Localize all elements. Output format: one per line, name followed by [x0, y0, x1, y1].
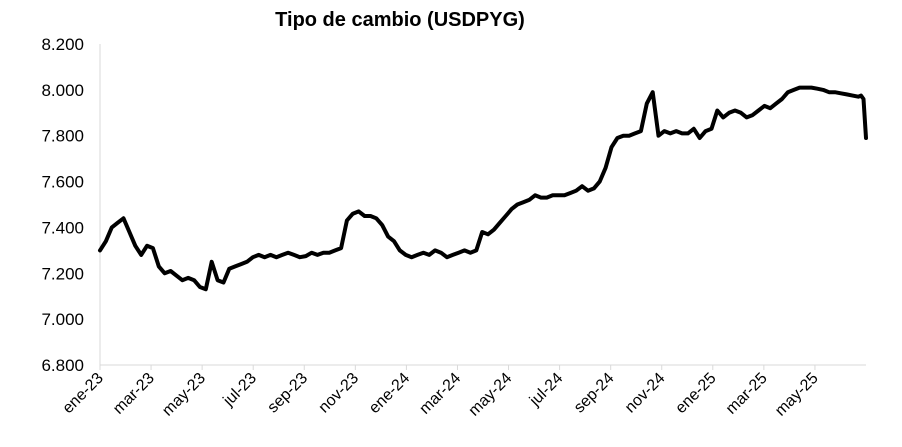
y-tick-label: 8.000 — [41, 81, 84, 100]
x-tick-label: jul-24 — [526, 370, 566, 410]
x-tick-label: nov-23 — [316, 370, 363, 417]
x-tick-label: nov-24 — [622, 370, 669, 417]
x-axis-ticks: ene-23 mar-23 may-23 jul-23 sep-23 nov-23 ene-… — [60, 365, 822, 420]
x-tick-label: ene-24 — [366, 370, 413, 417]
chart-title: Tipo de cambio (USDPYG) — [275, 9, 525, 31]
x-tick-label: sep-24 — [571, 370, 618, 417]
y-axis-ticks: 6.800 7.000 7.200 7.400 7.600 7.800 8.000 8.200 — [41, 35, 84, 375]
x-tick-label: sep-23 — [264, 370, 311, 417]
y-tick-label: 7.800 — [41, 127, 84, 146]
x-tick-label: may-24 — [466, 370, 516, 420]
x-tick-label: ene-25 — [672, 370, 719, 417]
x-tick-label: ene-23 — [60, 370, 107, 417]
x-tick-label: may-23 — [159, 370, 209, 420]
series-line — [98, 85, 868, 292]
y-tick-label: 8.200 — [41, 35, 84, 54]
plot-area — [99, 44, 866, 366]
x-tick-label: mar-23 — [110, 370, 158, 418]
y-tick-label: 7.400 — [41, 218, 84, 237]
y-tick-label: 6.800 — [41, 356, 84, 375]
y-tick-label: 7.000 — [41, 310, 84, 329]
x-tick-label: jul-23 — [220, 370, 260, 410]
x-tick-label: mar-24 — [416, 370, 464, 418]
y-tick-label: 7.600 — [41, 173, 84, 192]
y-tick-label: 7.200 — [41, 264, 84, 283]
x-tick-label: mar-25 — [723, 370, 771, 418]
x-tick-label: may-25 — [772, 370, 822, 420]
series-layer — [98, 85, 868, 292]
